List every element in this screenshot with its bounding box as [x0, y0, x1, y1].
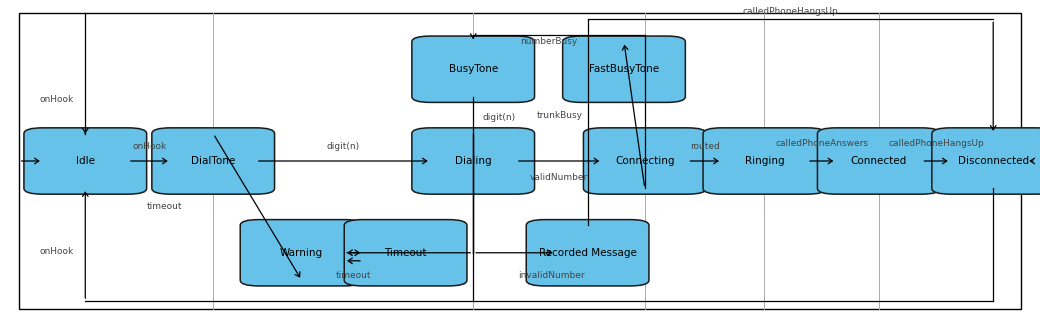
Text: digit(n): digit(n)	[327, 142, 360, 151]
Text: onHook: onHook	[40, 95, 74, 104]
FancyBboxPatch shape	[344, 220, 467, 286]
Text: trunkBusy: trunkBusy	[537, 111, 582, 119]
Text: validNumber: validNumber	[529, 173, 589, 182]
FancyBboxPatch shape	[24, 128, 147, 194]
FancyBboxPatch shape	[563, 36, 685, 102]
Text: timeout: timeout	[147, 203, 182, 211]
Text: BusyTone: BusyTone	[448, 64, 498, 74]
Text: Timeout: Timeout	[385, 248, 426, 258]
Text: timeout: timeout	[336, 271, 371, 280]
FancyBboxPatch shape	[152, 128, 275, 194]
FancyBboxPatch shape	[703, 128, 826, 194]
Text: Connected: Connected	[851, 156, 907, 166]
Text: onHook: onHook	[132, 142, 166, 151]
FancyBboxPatch shape	[526, 220, 649, 286]
Text: Idle: Idle	[76, 156, 95, 166]
Text: numberBusy: numberBusy	[520, 37, 577, 46]
Text: Connecting: Connecting	[615, 156, 675, 166]
Text: calledPhoneHangsUp: calledPhoneHangsUp	[888, 139, 984, 148]
Text: onHook: onHook	[40, 247, 74, 256]
Text: calledPhoneAnswers: calledPhoneAnswers	[775, 139, 868, 148]
Text: Disconnected: Disconnected	[958, 156, 1029, 166]
Text: DialTone: DialTone	[191, 156, 235, 166]
Text: Dialing: Dialing	[454, 156, 492, 166]
FancyBboxPatch shape	[412, 128, 535, 194]
Text: routed: routed	[690, 142, 720, 151]
FancyBboxPatch shape	[932, 128, 1040, 194]
Text: Ringing: Ringing	[745, 156, 784, 166]
FancyBboxPatch shape	[817, 128, 940, 194]
FancyBboxPatch shape	[19, 13, 1021, 309]
FancyBboxPatch shape	[240, 220, 363, 286]
FancyBboxPatch shape	[412, 36, 535, 102]
Text: Recorded Message: Recorded Message	[539, 248, 636, 258]
Text: digit(n): digit(n)	[483, 113, 516, 122]
Text: FastBusyTone: FastBusyTone	[589, 64, 659, 74]
Text: invalidNumber: invalidNumber	[518, 271, 584, 280]
FancyBboxPatch shape	[583, 128, 706, 194]
Text: calledPhoneHangsUp: calledPhoneHangsUp	[743, 7, 838, 16]
Text: Warning: Warning	[280, 248, 323, 258]
